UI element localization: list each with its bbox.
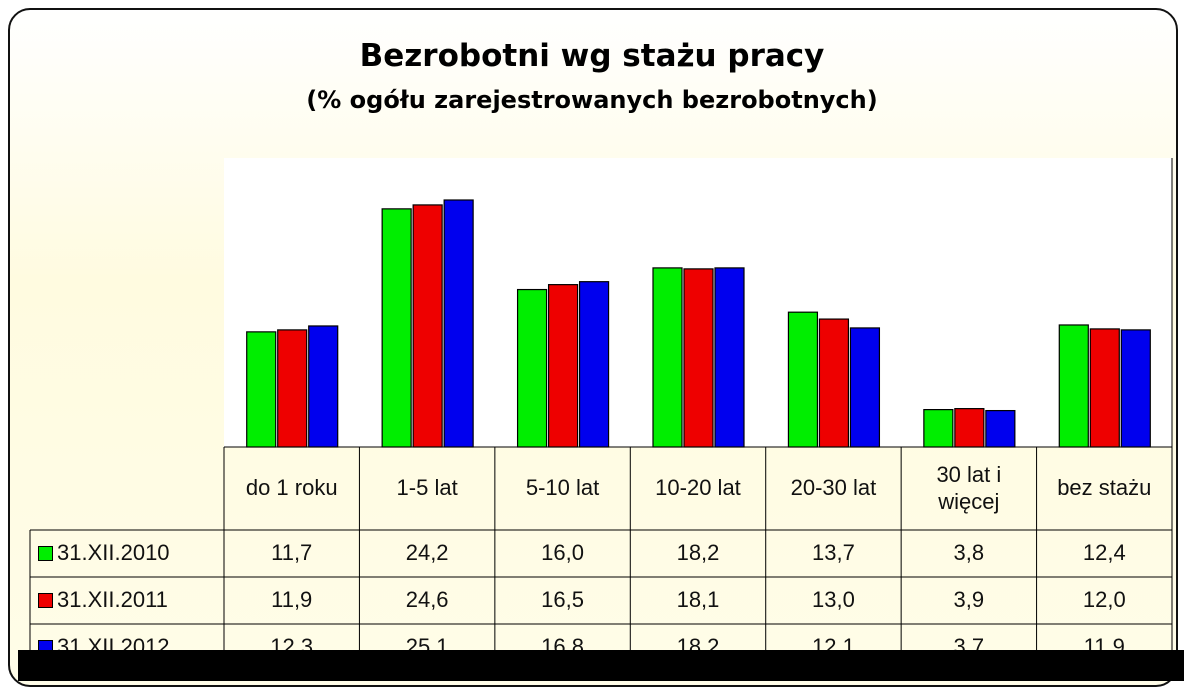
legend-label: 31.XII.2010 [57,540,170,566]
table-value: 24,2 [405,540,449,566]
category-label: 30 lat i więcej [936,462,1002,514]
bar [818,318,850,448]
bar [443,199,474,448]
bar [277,329,308,448]
black-bar [18,650,1184,681]
table-value: 13,7 [812,540,855,566]
legend-key [38,546,53,561]
legend-label: 31.XII.2011 [57,587,168,613]
table-value: 12,0 [1082,587,1126,613]
legend-key [38,593,53,608]
category-label: 20-30 lat [790,475,877,501]
table-value: 24,6 [405,587,449,613]
bar [985,409,1016,448]
bar [1058,324,1089,448]
table-value: 16,0 [541,540,584,566]
bar [652,267,683,448]
bar [954,408,985,448]
bar [849,327,881,448]
chart-title: Bezrobotni wg stażu pracy [359,38,825,74]
table-value: 11,9 [271,587,313,613]
category-label: 1-5 lat [396,475,458,501]
bar [578,281,610,448]
bar [683,268,714,448]
table-value: 13,0 [812,587,855,613]
bar [246,331,277,448]
bar [381,208,412,448]
legend-entry: 31.XII.2011 [30,577,224,624]
bar [714,267,745,448]
table-value: 12,4 [1082,540,1126,566]
table-value: 3,8 [953,540,985,566]
category-label: bez stażu [1057,475,1152,501]
bar [1089,328,1120,448]
table-value: 3,9 [953,587,985,613]
bar [308,325,339,448]
bar [547,284,579,448]
category-label: do 1 roku [245,475,338,501]
bar [516,288,548,448]
category-label: 10-20 lat [655,475,741,501]
table-value: 16,5 [541,587,584,613]
bar [1120,329,1151,448]
table-value: 11,7 [271,540,313,566]
bar [412,204,443,448]
table-value: 18,2 [676,540,720,566]
bar [787,311,819,448]
category-label: 5-10 lat [525,475,600,501]
bar [923,409,954,448]
chart-subtitle: (% ogółu zarejestrowanych bezrobotnych) [306,86,878,114]
table-value: 18,1 [676,587,720,613]
legend-entry: 31.XII.2010 [30,530,224,577]
